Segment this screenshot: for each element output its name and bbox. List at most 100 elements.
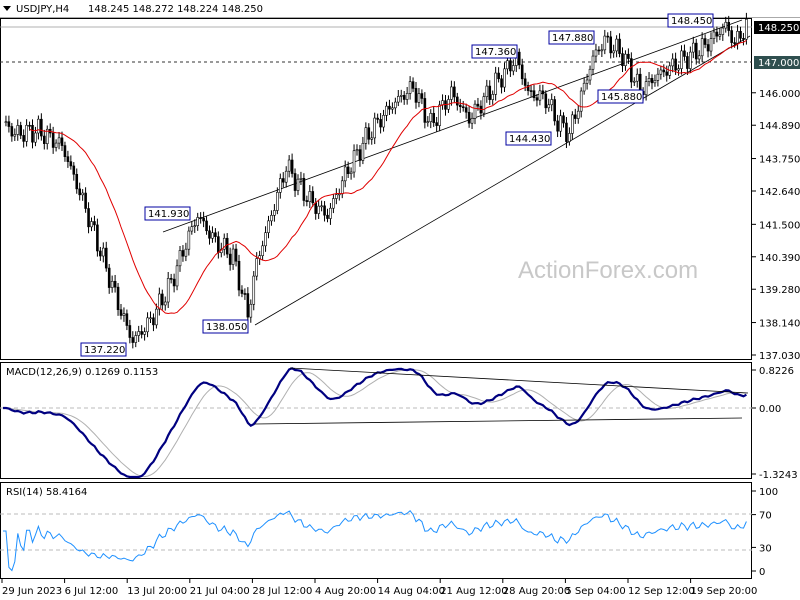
candle xyxy=(37,118,40,134)
x-tick-label: 28 Aug 20:00 xyxy=(503,586,570,597)
candle xyxy=(293,173,297,191)
candle xyxy=(296,178,300,191)
candle xyxy=(113,280,117,288)
candle xyxy=(399,95,403,97)
candle xyxy=(665,71,669,76)
candle xyxy=(376,117,379,120)
candle xyxy=(131,337,135,343)
symbol-label: USDJPY,H4 xyxy=(16,4,69,15)
candle xyxy=(57,137,61,144)
x-tick-label: 21 Aug 12:00 xyxy=(440,586,507,597)
candle xyxy=(571,114,574,134)
candle xyxy=(314,202,318,214)
candle xyxy=(184,248,188,257)
collapse-arrow-icon[interactable] xyxy=(3,6,11,11)
candle xyxy=(237,260,241,291)
candle xyxy=(700,38,704,57)
candle xyxy=(146,317,149,333)
candle xyxy=(526,85,530,91)
price-label-box xyxy=(597,89,644,104)
candle xyxy=(742,38,745,40)
candle xyxy=(562,115,565,124)
candles-group xyxy=(4,12,748,349)
price-label: 147.360 xyxy=(475,47,516,58)
current-price-label: 148.250 xyxy=(758,23,799,34)
candle xyxy=(119,309,123,316)
candle xyxy=(624,53,627,67)
y-tick-label: 0 xyxy=(759,567,765,578)
candle xyxy=(432,113,436,123)
candle xyxy=(638,73,642,92)
candle xyxy=(214,232,217,237)
candle xyxy=(329,207,332,219)
candle xyxy=(175,265,179,287)
candle xyxy=(644,81,648,96)
candle xyxy=(606,35,610,38)
y-tick-label: 139.280 xyxy=(759,285,800,296)
candle xyxy=(34,132,37,143)
x-tick-label: 28 Jul 12:00 xyxy=(252,586,312,597)
candle xyxy=(231,248,235,265)
candle xyxy=(199,217,202,219)
x-tick-label: 14 Aug 04:00 xyxy=(378,586,445,597)
price-label: 148.450 xyxy=(671,16,712,27)
candle xyxy=(736,31,739,44)
candle xyxy=(270,215,273,222)
candle xyxy=(249,303,253,318)
candle xyxy=(653,80,657,84)
candle xyxy=(299,177,303,180)
candle xyxy=(455,96,459,106)
candle xyxy=(600,49,604,52)
candle xyxy=(473,103,477,119)
candle xyxy=(161,293,164,306)
candle xyxy=(408,81,412,94)
candle xyxy=(674,58,677,71)
y-tick-label: -1.3243 xyxy=(759,470,798,481)
candle xyxy=(603,35,607,51)
candle xyxy=(553,99,556,122)
candle xyxy=(509,60,512,72)
candle xyxy=(709,38,713,52)
candle xyxy=(506,60,509,70)
candle xyxy=(149,317,152,320)
candle xyxy=(10,126,14,137)
candle xyxy=(706,44,710,52)
candle xyxy=(202,217,205,222)
candle xyxy=(721,27,725,35)
candle xyxy=(246,293,250,318)
y-tick-label: 146.000 xyxy=(759,89,800,100)
candle xyxy=(727,21,731,31)
candle xyxy=(40,118,43,137)
x-tick-label: 13 Jul 20:00 xyxy=(127,586,187,597)
candle xyxy=(683,50,686,57)
watermark: ActionForex.com xyxy=(518,257,698,284)
candle xyxy=(81,192,84,196)
candle xyxy=(512,65,515,72)
candle xyxy=(320,205,323,208)
candle xyxy=(125,313,129,326)
candle xyxy=(470,118,474,124)
candle xyxy=(677,68,680,71)
level-price-tag xyxy=(754,56,800,69)
candle xyxy=(102,247,105,257)
candle xyxy=(656,73,660,81)
candle xyxy=(680,50,683,69)
candle xyxy=(261,245,264,256)
candle xyxy=(715,31,719,37)
candle xyxy=(739,31,742,39)
channel-lower-line xyxy=(254,35,751,326)
candle xyxy=(63,145,67,157)
price-label: 141.930 xyxy=(148,209,189,220)
channel-upper-line xyxy=(162,19,743,233)
candle xyxy=(659,69,663,75)
candle xyxy=(107,267,111,288)
candle xyxy=(326,214,329,219)
y-tick-label: 30 xyxy=(759,543,772,554)
candle xyxy=(485,85,489,97)
candle xyxy=(75,173,79,190)
candle xyxy=(414,88,418,103)
candle xyxy=(323,205,326,216)
candle xyxy=(346,166,350,174)
x-tick-label: 19 Sep 20:00 xyxy=(691,586,758,597)
